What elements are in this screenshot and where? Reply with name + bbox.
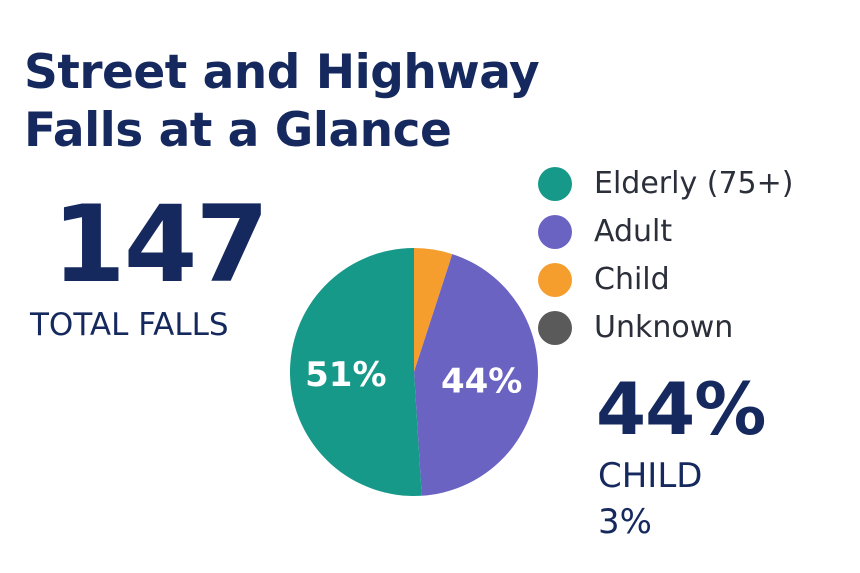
callout-percent: 44% [596,367,766,451]
page-title: Street and Highway Falls at a Glance [24,44,624,160]
pie-slice-child [414,248,453,372]
chart-legend: Elderly (75+) Adult Child Unknown [538,160,793,352]
pie-slices [289,248,539,497]
legend-item-unknown: Unknown [538,304,793,352]
pie-labels: 44% 51% [305,355,522,401]
callout-label: CHILD [598,456,703,496]
pie-slice-elderly [289,248,422,497]
pie-slice-adult [414,254,539,496]
pie-label-adult: 44% [441,362,522,402]
total-falls-label: TOTAL FALLS [30,307,229,343]
legend-label-elderly: Elderly (75+) [594,166,794,201]
total-falls-value: 147 [52,183,269,306]
legend-item-adult: Adult [538,208,793,256]
legend-label-unknown: Unknown [594,310,734,345]
legend-label-child: Child [594,262,670,297]
legend-swatch-adult [538,215,572,249]
title-line-2: Falls at a Glance [24,103,452,158]
legend-item-child: Child [538,256,793,304]
legend-swatch-unknown [538,311,572,345]
legend-swatch-elderly [538,167,572,201]
legend-label-adult: Adult [594,214,673,249]
legend-item-elderly: Elderly (75+) [538,160,793,208]
legend-swatch-child [538,263,572,297]
title-line-1: Street and Highway [24,45,540,100]
callout-sub-percent: 3% [598,502,652,542]
pie-label-elderly: 51% [305,355,386,395]
